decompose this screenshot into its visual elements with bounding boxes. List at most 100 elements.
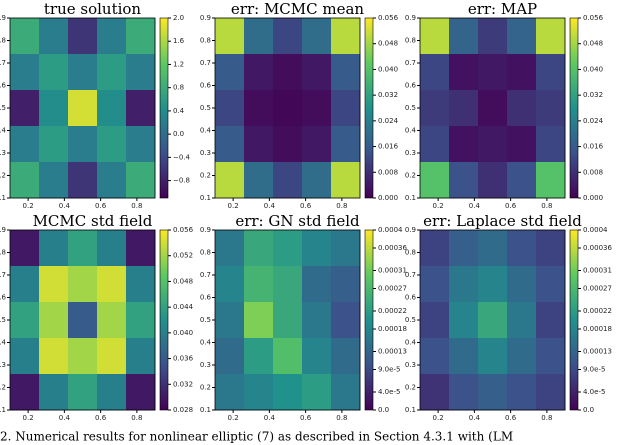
panel-title: err: Laplace std field	[423, 212, 582, 230]
y-tick-label: 0.8	[200, 249, 211, 257]
contour-cell	[68, 338, 98, 375]
contour-cell	[244, 18, 274, 55]
colorbar-tick-label: 0.0	[583, 406, 594, 414]
x-tick-label: 0.4	[469, 202, 481, 210]
colorbar-tick-label: 4.0e-5	[378, 388, 400, 396]
contour-cell	[273, 302, 303, 339]
contour-cell	[215, 18, 245, 55]
colorbar-tick-label: 0.048	[378, 40, 398, 48]
x-tick-label: 0.4	[264, 414, 276, 422]
y-tick-label: 0.3	[0, 149, 6, 157]
contour-cell	[39, 266, 69, 303]
contour-cell	[478, 374, 508, 411]
y-tick-label: 0.5	[200, 316, 211, 324]
contour-cell	[449, 374, 479, 411]
contour-cell	[244, 126, 274, 163]
contour-cell	[10, 374, 40, 411]
colorbar-tick-label: 0.00036	[378, 244, 407, 252]
contour-cell	[39, 338, 69, 375]
y-tick-label: 0.8	[200, 37, 211, 45]
contour-cell	[302, 126, 332, 163]
colorbar	[159, 17, 169, 199]
contour-cell	[449, 302, 479, 339]
x-tick-label: 0.6	[95, 414, 107, 422]
contour-cell	[273, 230, 303, 267]
contour-cell	[302, 302, 332, 339]
contour-cell	[420, 374, 450, 411]
y-tick-label: 0.1	[0, 194, 6, 202]
colorbar-tick-label: 0.0	[173, 130, 184, 138]
y-tick-label: 0.7	[0, 59, 6, 67]
x-tick-label: 0.2	[23, 202, 34, 210]
colorbar-tick-label: 0.00036	[583, 244, 612, 252]
y-tick-label: 0.1	[405, 406, 416, 414]
y-tick-label: 0.3	[405, 361, 416, 369]
y-tick-label: 0.6	[200, 294, 212, 302]
y-tick-label: 0.4	[405, 339, 417, 347]
contour-cell	[302, 90, 332, 127]
colorbar-tick-label: 0.056	[583, 14, 604, 22]
contour-cell	[331, 90, 361, 127]
x-tick-label: 0.6	[505, 414, 517, 422]
contour-cell	[39, 302, 69, 339]
contour-cell	[126, 230, 156, 267]
colorbar-tick-label: 0.4	[173, 107, 185, 115]
y-tick-label: 0.2	[200, 172, 211, 180]
contour-cell	[273, 126, 303, 163]
contour-cell	[507, 374, 537, 411]
x-tick-label: 0.8	[336, 414, 347, 422]
colorbar-tick-label: 0.0004	[378, 226, 403, 234]
colorbar-tick-label: 0.024	[378, 117, 399, 125]
colorbar-tick-label: 0.040	[173, 329, 193, 337]
contour-cell	[331, 18, 361, 55]
colorbar-tick-label: 9.0e-5	[583, 366, 605, 374]
x-tick-label: 0.2	[23, 414, 34, 422]
contour-cell	[420, 230, 450, 267]
colorbar-tick-label: 0.00027	[583, 285, 612, 293]
y-tick-label: 0.1	[200, 194, 211, 202]
y-tick-label: 0.5	[0, 104, 6, 112]
contour-cell	[68, 302, 98, 339]
contour-cell	[97, 162, 127, 199]
contour-cell	[302, 162, 332, 199]
contour-cell	[536, 230, 566, 267]
contour-cell	[97, 302, 127, 339]
contour-cell	[10, 266, 40, 303]
x-tick-label: 0.8	[131, 202, 142, 210]
y-tick-label: 0.4	[0, 127, 7, 135]
contour-cell	[507, 18, 537, 55]
colorbar-tick-label: 2.0	[173, 14, 184, 22]
contour-cell	[10, 18, 40, 55]
contour-cell	[273, 374, 303, 411]
contour-cell	[244, 230, 274, 267]
y-tick-label: 0.6	[405, 294, 417, 302]
colorbar-tick-label: 0.028	[173, 406, 193, 414]
contour-cell	[39, 230, 69, 267]
colorbar-tick-label: −0.4	[173, 153, 191, 161]
contour-cell	[507, 126, 537, 163]
y-tick-label: 0.7	[200, 271, 211, 279]
contour-cell	[507, 338, 537, 375]
colorbar	[569, 229, 579, 411]
contour-cell	[215, 302, 245, 339]
y-tick-label: 0.7	[405, 59, 416, 67]
colorbar-tick-label: 0.040	[583, 65, 603, 73]
contour-cell	[126, 54, 156, 91]
contour-cell	[478, 338, 508, 375]
colorbar-tick-label: 0.00022	[583, 307, 612, 315]
panel-title: true solution	[44, 0, 142, 18]
contour-cell	[126, 302, 156, 339]
y-tick-label: 0.2	[405, 384, 416, 392]
y-tick-label: 0.6	[0, 294, 7, 302]
y-tick-label: 0.5	[200, 104, 211, 112]
x-tick-label: 0.8	[541, 414, 552, 422]
x-tick-label: 0.8	[131, 414, 142, 422]
colorbar-tick-label: 0.00031	[378, 267, 407, 275]
colorbar-tick-label: 9.0e-5	[378, 366, 400, 374]
contour-cell	[39, 126, 69, 163]
contour-cell	[420, 338, 450, 375]
panel-title: MCMC std field	[33, 212, 153, 230]
contour-cell	[244, 54, 274, 91]
y-tick-label: 0.2	[0, 384, 6, 392]
contour-cell	[449, 18, 479, 55]
